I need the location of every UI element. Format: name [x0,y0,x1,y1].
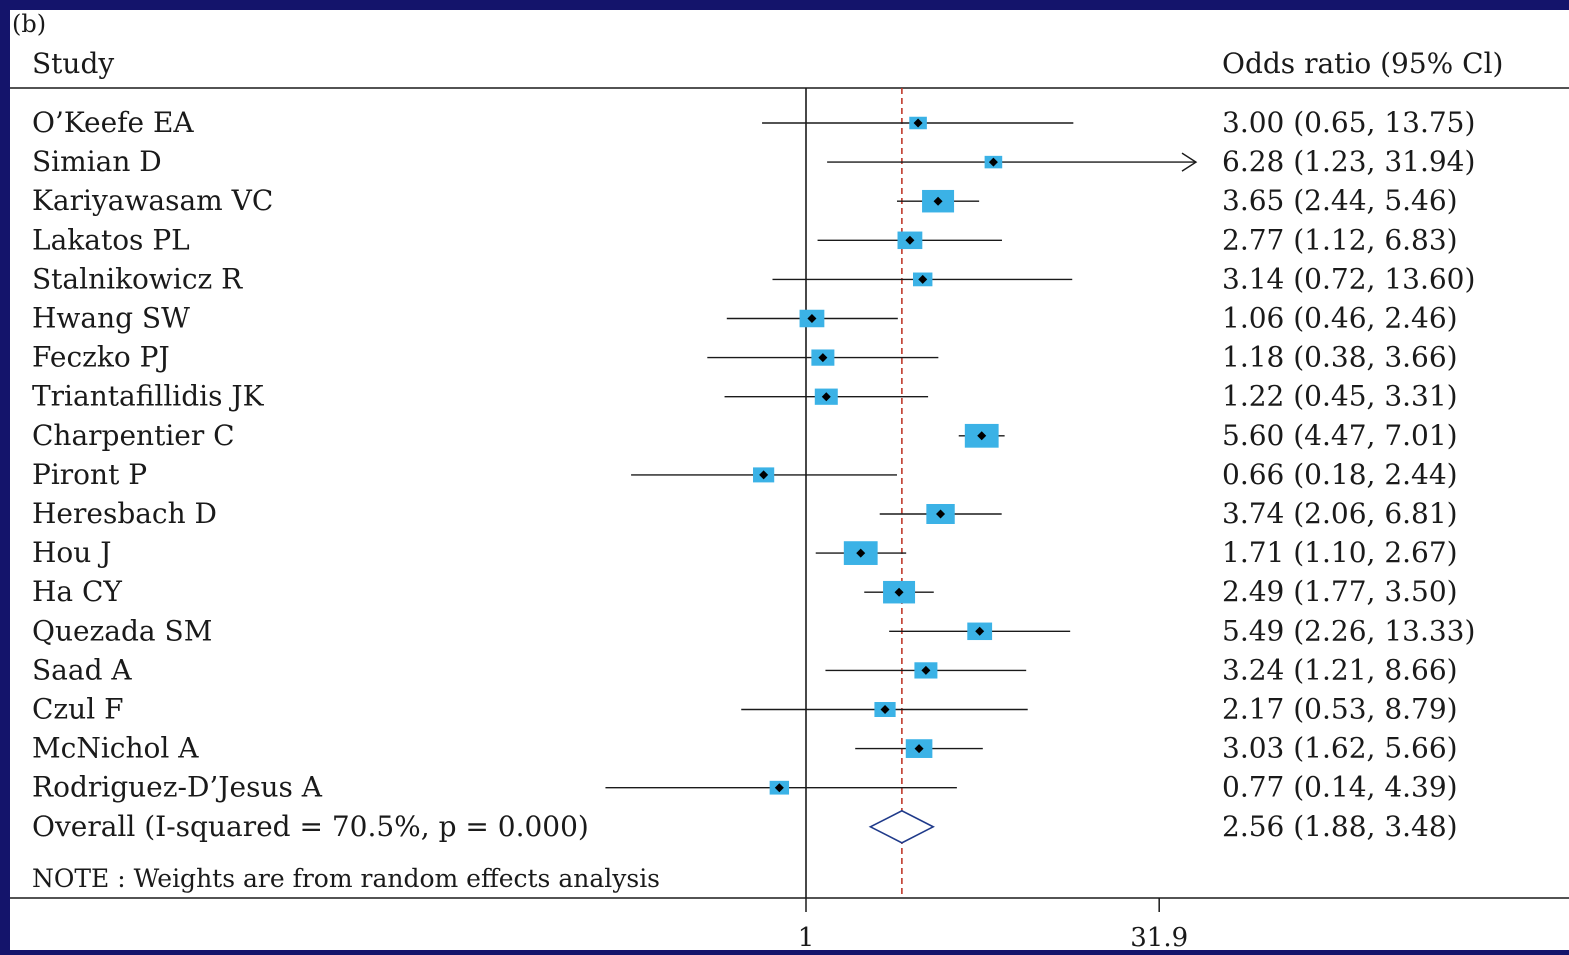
study-row: Saad A 3.24 (1.21, 8.66) [32,653,1458,686]
effect-ci-label: 5.49 (2.26, 13.33) [1222,614,1475,647]
x-tick-label: 1 [798,923,815,950]
point-estimate [821,392,831,402]
effect-ci-label: 1.71 (1.10, 2.67) [1222,536,1458,569]
study-name: Stalnikowicz R [32,262,243,295]
point-estimate [933,196,943,206]
point-estimate [977,431,987,441]
study-column-header: Study [32,47,114,80]
panel-label: (b) [12,10,46,38]
point-estimate [921,665,931,675]
point-estimate [759,470,769,480]
forest-plot-panel: (b) Study Odds ratio (95% Cl) O’Keefe EA… [10,10,1569,953]
effect-ci-label: 0.66 (0.18, 2.44) [1222,458,1458,491]
effect-ci-label: 1.18 (0.38, 3.66) [1222,341,1458,374]
point-estimate [918,274,928,284]
point-estimate [936,509,946,519]
effect-column-header: Odds ratio (95% Cl) [1222,47,1503,80]
forest-plot: (b) Study Odds ratio (95% Cl) O’Keefe EA… [10,10,1569,953]
point-estimate [905,235,915,245]
point-estimate [818,353,828,363]
study-name: Piront P [32,458,147,491]
overall-diamond [868,809,935,844]
overall-ci-label: 2.56 (1.88, 3.48) [1222,810,1458,843]
study-name: Heresbach D [32,497,217,530]
x-tick-label: 31.9 [1130,923,1188,950]
study-row: O’Keefe EA 3.00 (0.65, 13.75) [32,106,1475,139]
effect-ci-label: 3.03 (1.62, 5.66) [1222,732,1458,765]
study-name: Lakatos PL [32,223,190,256]
point-estimate [894,587,904,597]
study-row: Heresbach D 3.74 (2.06, 6.81) [32,497,1458,530]
study-row: Ha CY 2.49 (1.77, 3.50) [32,575,1458,608]
study-row: Lakatos PL 2.77 (1.12, 6.83) [32,223,1458,256]
effect-ci-label: 3.00 (0.65, 13.75) [1222,106,1475,139]
plot-area: O’Keefe EA 3.00 (0.65, 13.75) Simian D 6.28… [32,88,1475,898]
effect-ci-label: 3.14 (0.72, 13.60) [1222,262,1475,295]
point-estimate [914,744,924,754]
effect-ci-label: 5.60 (4.47, 7.01) [1222,419,1458,452]
effect-ci-label: 1.22 (0.45, 3.31) [1222,380,1458,413]
point-estimate [975,626,985,636]
x-axis-ticks: 1 31.9 [798,898,1188,953]
effect-ci-label: 1.06 (0.46, 2.46) [1222,302,1458,335]
study-name: McNichol A [32,732,199,765]
study-row: Charpentier C 5.60 (4.47, 7.01) [32,419,1458,452]
study-name: Ha CY [32,575,122,608]
study-row: Piront P 0.66 (0.18, 2.44) [32,458,1458,491]
study-row: Stalnikowicz R 3.14 (0.72, 13.60) [32,262,1475,295]
study-row: Simian D 6.28 (1.23, 31.94) [32,145,1475,178]
weights-note: NOTE : Weights are from random effects a… [32,864,660,893]
study-name: O’Keefe EA [32,106,194,139]
study-row: McNichol A 3.03 (1.62, 5.66) [32,732,1458,765]
effect-ci-label: 2.77 (1.12, 6.83) [1222,223,1458,256]
overall-label: Overall (I-squared = 70.5%, p = 0.000) [32,810,589,843]
effect-ci-label: 3.24 (1.21, 8.66) [1222,653,1458,686]
effect-ci-label: 3.74 (2.06, 6.81) [1222,497,1458,530]
study-row: Feczko PJ 1.18 (0.38, 3.66) [32,341,1458,374]
study-name: Quezada SM [32,614,212,647]
point-estimate [913,118,923,128]
study-row: Hwang SW 1.06 (0.46, 2.46) [32,302,1458,335]
study-row: Quezada SM 5.49 (2.26, 13.33) [32,614,1475,647]
point-estimate [774,783,784,793]
study-name: Kariyawasam VC [32,184,273,217]
study-name: Rodriguez-D’Jesus A [32,771,323,804]
study-row: Hou J 1.71 (1.10, 2.67) [32,536,1458,569]
study-row: Kariyawasam VC 3.65 (2.44, 5.46) [32,184,1458,217]
effect-ci-label: 6.28 (1.23, 31.94) [1222,145,1475,178]
study-name: Hou J [32,536,111,569]
effect-ci-label: 0.77 (0.14, 4.39) [1222,771,1458,804]
point-estimate [856,548,866,558]
point-estimate [880,705,890,714]
study-row: Triantafillidis JK 1.22 (0.45, 3.31) [32,380,1458,413]
study-name: Saad A [32,653,132,686]
study-row: Rodriguez-D’Jesus A 0.77 (0.14, 4.39) [32,771,1458,804]
study-name: Hwang SW [32,302,190,335]
effect-ci-label: 3.65 (2.44, 5.46) [1222,184,1458,217]
point-estimate [807,314,817,323]
study-name: Feczko PJ [32,341,170,374]
study-row: Czul F 2.17 (0.53, 8.79) [32,693,1458,726]
study-name: Charpentier C [32,419,235,452]
study-name: Czul F [32,693,124,726]
study-name: Triantafillidis JK [32,380,265,413]
point-estimate [988,157,998,167]
effect-ci-label: 2.17 (0.53, 8.79) [1222,693,1458,726]
study-name: Simian D [32,145,162,178]
effect-ci-label: 2.49 (1.77, 3.50) [1222,575,1458,608]
overall-row: Overall (I-squared = 70.5%, p = 0.000) 2.… [32,809,1458,844]
ci-arrow [1181,152,1198,172]
